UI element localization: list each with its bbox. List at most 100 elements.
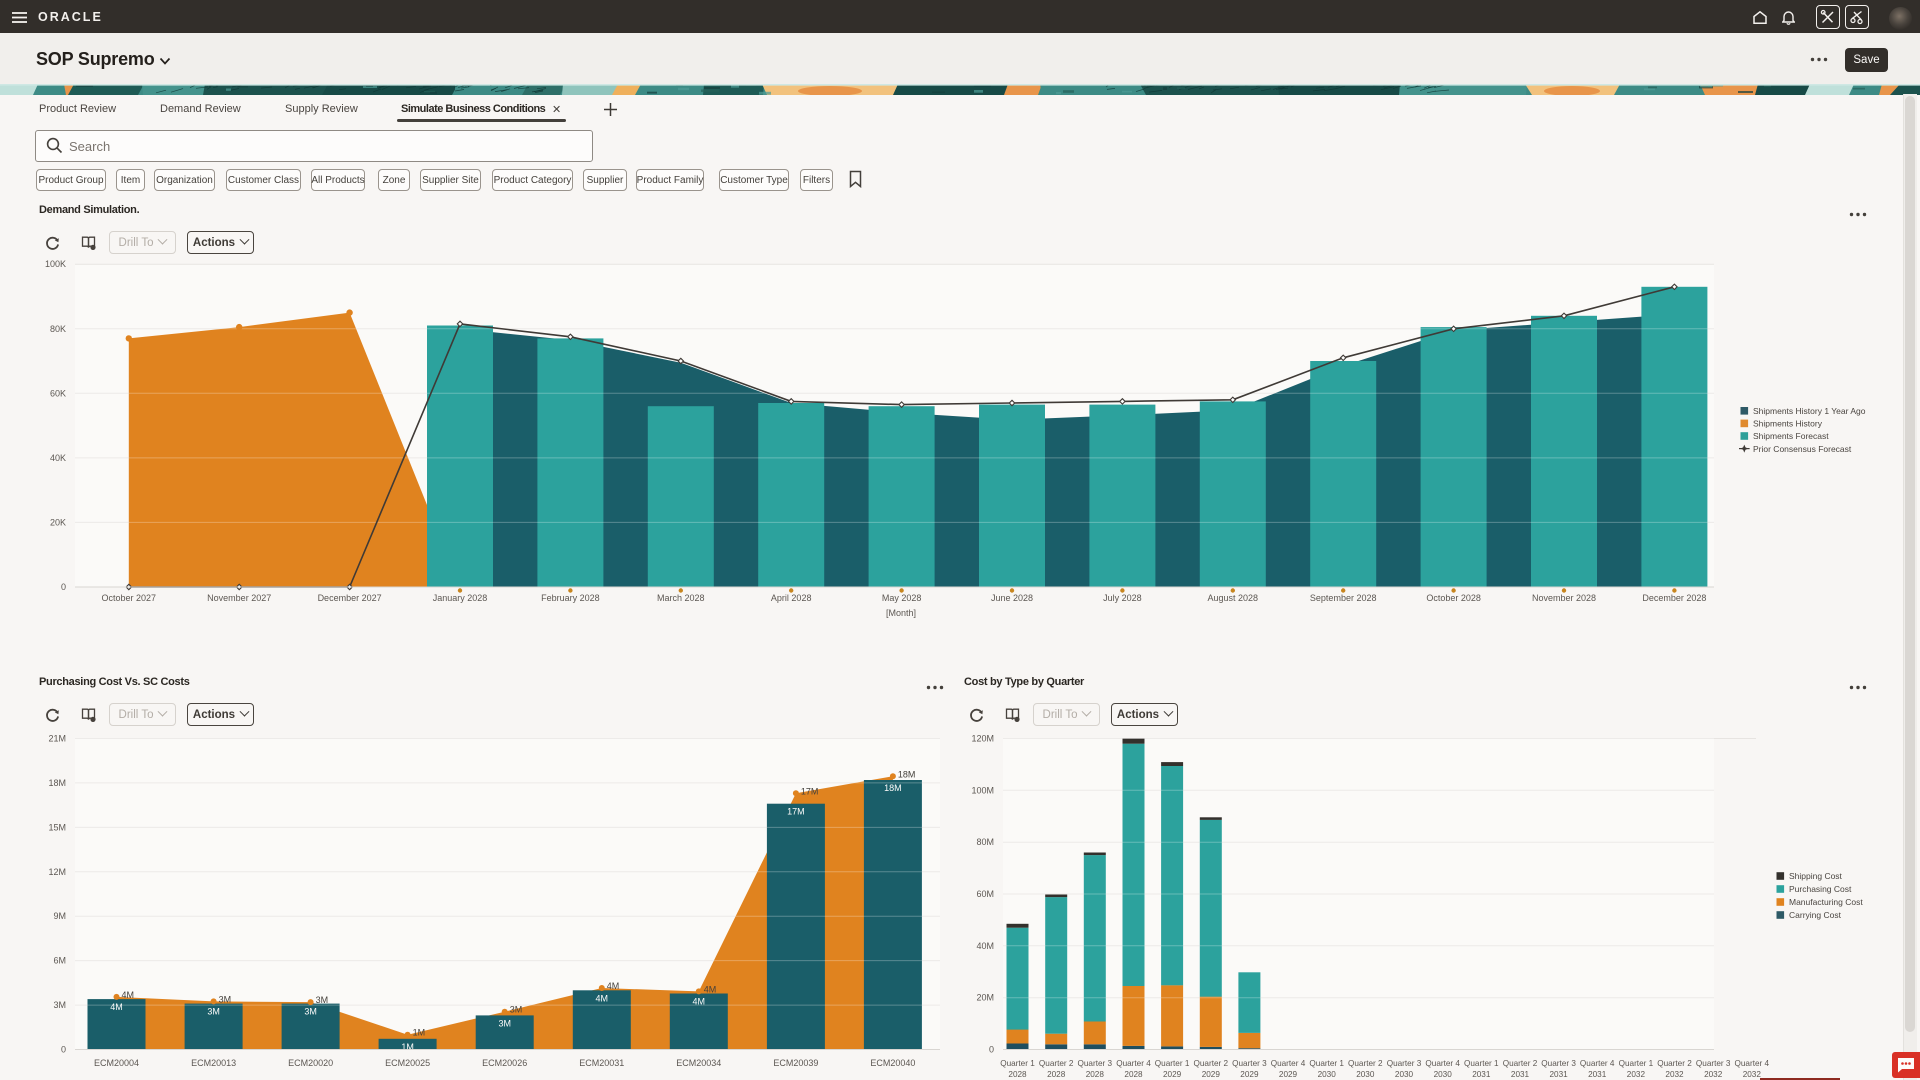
svg-text:2031: 2031 [1549,1070,1568,1079]
svg-text:21M: 21M [48,734,66,744]
svg-text:4M: 4M [110,1002,123,1012]
svg-text:1M: 1M [401,1042,414,1052]
svg-text:12M: 12M [48,867,66,877]
svg-text:Quarter 4: Quarter 4 [1735,1059,1770,1068]
svg-text:2028: 2028 [1086,1070,1105,1079]
svg-text:2032: 2032 [1743,1070,1762,1079]
svg-text:60K: 60K [50,388,66,398]
svg-text:Carrying Cost: Carrying Cost [1789,910,1842,920]
svg-text:15M: 15M [48,822,66,832]
svg-text:November 2027: November 2027 [207,593,271,603]
svg-text:Quarter 2: Quarter 2 [1039,1059,1074,1068]
svg-text:October 2027: October 2027 [102,593,157,603]
svg-text:3M: 3M [510,1005,523,1015]
svg-text:April 2028: April 2028 [771,593,812,603]
svg-text:80M: 80M [976,837,994,847]
svg-text:2032: 2032 [1704,1070,1723,1079]
svg-text:Quarter 2: Quarter 2 [1657,1059,1692,1068]
svg-text:Quarter 2: Quarter 2 [1348,1059,1383,1068]
svg-text:20K: 20K [50,517,66,527]
svg-text:Shipments History: Shipments History [1753,419,1823,429]
svg-text:Quarter 3: Quarter 3 [1078,1059,1113,1068]
svg-text:18M: 18M [48,778,66,788]
svg-text:June 2028: June 2028 [991,593,1033,603]
svg-text:Quarter 1: Quarter 1 [1309,1059,1344,1068]
svg-text:Quarter 1: Quarter 1 [1619,1059,1654,1068]
svg-text:3M: 3M [316,995,329,1005]
svg-text:2030: 2030 [1434,1070,1453,1079]
svg-text:September 2028: September 2028 [1310,593,1377,603]
svg-text:18M: 18M [884,783,902,793]
svg-text:Quarter 4: Quarter 4 [1271,1059,1306,1068]
svg-text:2031: 2031 [1588,1070,1607,1079]
svg-text:ECM20031: ECM20031 [579,1058,624,1068]
svg-text:ECM20040: ECM20040 [870,1058,915,1068]
svg-text:Manufacturing Cost: Manufacturing Cost [1789,897,1863,907]
svg-text:17M: 17M [801,786,819,796]
svg-text:ECM20025: ECM20025 [385,1058,430,1068]
svg-text:Prior Consensus Forecast: Prior Consensus Forecast [1753,444,1852,454]
svg-text:August 2028: August 2028 [1208,593,1259,603]
svg-text:2032: 2032 [1665,1070,1684,1079]
svg-text:4M: 4M [607,981,620,991]
svg-text:2029: 2029 [1240,1070,1259,1079]
svg-text:100M: 100M [971,785,994,795]
svg-text:December 2028: December 2028 [1642,593,1706,603]
svg-text:ECM20034: ECM20034 [676,1058,721,1068]
svg-text:80K: 80K [50,324,66,334]
svg-text:March 2028: March 2028 [657,593,705,603]
svg-text:3M: 3M [304,1007,317,1017]
svg-text:9M: 9M [53,911,66,921]
svg-text:2028: 2028 [1124,1070,1143,1079]
svg-text:Quarter 3: Quarter 3 [1696,1059,1731,1068]
svg-text:4M: 4M [596,993,609,1003]
svg-text:Quarter 1: Quarter 1 [1000,1059,1035,1068]
svg-text:2030: 2030 [1318,1070,1337,1079]
svg-text:February 2028: February 2028 [541,593,600,603]
svg-text:Purchasing Cost: Purchasing Cost [1789,884,1852,894]
svg-text:December 2027: December 2027 [318,593,382,603]
svg-text:6M: 6M [53,956,66,966]
svg-text:60M: 60M [976,889,994,899]
svg-text:40M: 40M [976,941,994,951]
svg-text:January 2028: January 2028 [433,593,488,603]
svg-text:3M: 3M [498,1018,511,1028]
svg-text:July 2028: July 2028 [1103,593,1142,603]
svg-text:3M: 3M [53,1000,66,1010]
svg-text:November 2028: November 2028 [1532,593,1596,603]
svg-text:3M: 3M [207,1007,220,1017]
svg-text:2031: 2031 [1511,1070,1530,1079]
svg-text:0: 0 [989,1045,994,1055]
svg-text:100K: 100K [45,259,66,269]
svg-text:4M: 4M [122,990,135,1000]
svg-text:40K: 40K [50,453,66,463]
svg-text:Quarter 3: Quarter 3 [1387,1059,1422,1068]
svg-text:0: 0 [61,582,66,592]
svg-text:2029: 2029 [1163,1070,1182,1079]
svg-text:2030: 2030 [1356,1070,1375,1079]
svg-text:[Month]: [Month] [886,608,916,618]
svg-text:18M: 18M [898,769,916,779]
svg-text:Shipping Cost: Shipping Cost [1789,871,1843,881]
svg-text:2030: 2030 [1395,1070,1414,1079]
svg-text:ECM20020: ECM20020 [288,1058,333,1068]
svg-text:ECM20013: ECM20013 [191,1058,236,1068]
svg-text:20M: 20M [976,993,994,1003]
svg-text:Shipments Forecast: Shipments Forecast [1753,431,1829,441]
svg-text:Quarter 4: Quarter 4 [1116,1059,1151,1068]
svg-text:2029: 2029 [1279,1070,1298,1079]
svg-text:2028: 2028 [1047,1070,1066,1079]
svg-text:2028: 2028 [1008,1070,1027,1079]
svg-text:Quarter 1: Quarter 1 [1155,1059,1190,1068]
svg-text:120M: 120M [971,734,994,744]
svg-text:2029: 2029 [1202,1070,1221,1079]
svg-text:Quarter 3: Quarter 3 [1232,1059,1267,1068]
svg-text:4M: 4M [704,984,717,994]
svg-text:2031: 2031 [1472,1070,1491,1079]
svg-text:Quarter 2: Quarter 2 [1503,1059,1538,1068]
svg-text:1M: 1M [413,1028,426,1038]
svg-text:ECM20026: ECM20026 [482,1058,527,1068]
svg-text:17M: 17M [787,807,805,817]
svg-text:0: 0 [61,1045,66,1055]
svg-text:Quarter 1: Quarter 1 [1464,1059,1499,1068]
